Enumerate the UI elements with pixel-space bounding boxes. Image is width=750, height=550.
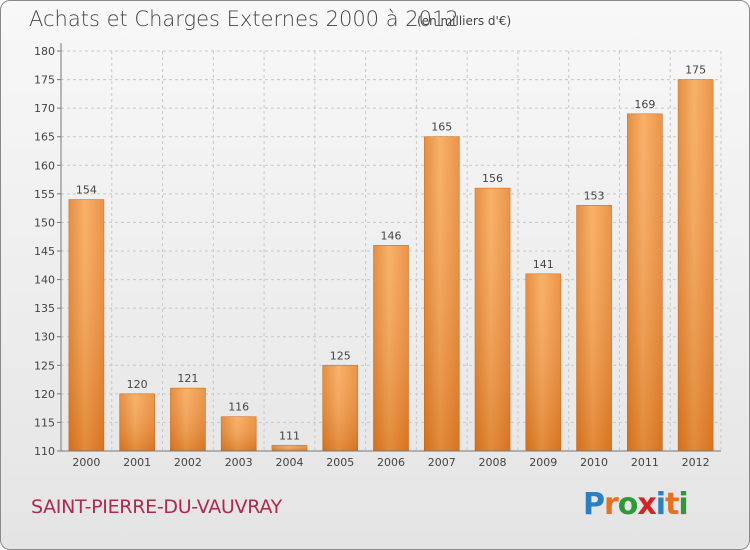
y-tick-label: 135 — [34, 302, 55, 315]
proxiti-logo: Proxiti — [583, 487, 689, 522]
axes: 110 115 120 125 130 135 140 145 150 155 160 165 170 1… — [34, 43, 721, 469]
y-tick-label: 115 — [34, 416, 55, 429]
x-tick-label: 2012 — [682, 456, 710, 469]
x-tick-label: 2004 — [275, 456, 303, 469]
bar-value-label: 121 — [177, 372, 198, 385]
bar-value-label: 154 — [76, 184, 97, 197]
bar-value-label: 175 — [685, 64, 706, 77]
bar-shading — [119, 393, 155, 451]
y-tick-label: 175 — [34, 74, 55, 87]
y-tick-label: 155 — [34, 188, 55, 201]
bars: 154 120 121 116 111 125 146 165 156 141 153 169 175 — [68, 64, 714, 452]
y-tick-label: 130 — [34, 331, 55, 344]
bar-shading — [322, 365, 358, 451]
logo-letter: r — [604, 487, 619, 522]
y-tick-label: 170 — [34, 102, 55, 115]
x-tick-label: 2000 — [72, 456, 100, 469]
bar-value-label: 146 — [381, 229, 402, 242]
y-tick-label: 125 — [34, 359, 55, 372]
bar-shading — [424, 136, 460, 451]
bar-value-label: 165 — [431, 121, 452, 134]
bar-shading — [68, 199, 104, 451]
y-tick-label: 120 — [34, 388, 55, 401]
x-tick-label: 2007 — [428, 456, 456, 469]
y-tick-label: 145 — [34, 245, 55, 258]
logo-letter: t — [665, 487, 679, 522]
x-tick-label: 2011 — [631, 456, 659, 469]
bar-value-label: 125 — [330, 349, 351, 362]
bar-shading — [221, 416, 257, 451]
bar-shading — [271, 445, 307, 451]
chart-title: Achats et Charges Externes 2000 à 2012 — [29, 7, 459, 31]
logo-letter: i — [678, 487, 688, 522]
bar-value-label: 156 — [482, 172, 503, 185]
chart-subtitle: (en milliers d'€) — [417, 14, 512, 28]
commune-name: SAINT-PIERRE-DU-VAUVRAY — [31, 496, 282, 518]
logo-letter: P — [583, 487, 605, 522]
bar-value-label: 169 — [634, 98, 655, 111]
logo-letter: x — [637, 487, 656, 522]
logo-letter: i — [655, 487, 666, 522]
bar-value-label: 153 — [584, 189, 605, 202]
bar-shading — [627, 113, 663, 451]
y-tick-label: 180 — [34, 45, 55, 58]
x-tick-label: 2009 — [529, 456, 557, 469]
bar-value-label: 120 — [127, 378, 148, 391]
x-tick-label: 2006 — [377, 456, 405, 469]
logo-letter: o — [617, 487, 639, 522]
bar-shading — [475, 188, 511, 451]
bar-shading — [373, 245, 409, 451]
bar-value-label: 141 — [533, 258, 554, 271]
y-tick-label: 140 — [34, 274, 55, 287]
bar-value-label: 111 — [279, 429, 300, 442]
y-tick-label: 160 — [34, 159, 55, 172]
bar-shading — [678, 79, 714, 452]
x-tick-label: 2010 — [580, 456, 608, 469]
y-tick-label: 110 — [34, 445, 55, 458]
bar-shading — [170, 388, 206, 451]
y-tick-label: 165 — [34, 131, 55, 144]
bar-value-label: 116 — [228, 401, 249, 414]
x-tick-label: 2008 — [479, 456, 507, 469]
y-tick-label: 150 — [34, 216, 55, 229]
bar-shading — [576, 205, 612, 451]
x-tick-label: 2001 — [123, 456, 151, 469]
x-tick-label: 2002 — [174, 456, 202, 469]
x-tick-label: 2003 — [225, 456, 253, 469]
x-tick-label: 2005 — [326, 456, 354, 469]
bar-shading — [525, 273, 561, 451]
